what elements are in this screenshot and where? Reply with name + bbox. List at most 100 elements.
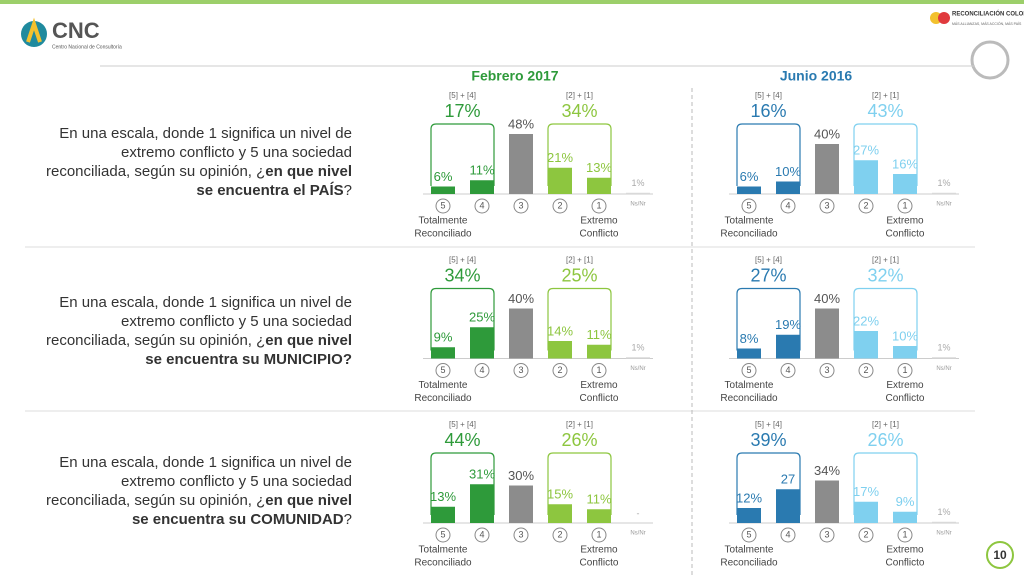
- group-value: 26%: [867, 430, 903, 450]
- group-label: [2] + [1]: [566, 256, 593, 265]
- category-marker: [819, 198, 835, 214]
- caption: Totalmente: [725, 380, 774, 391]
- category-marker: [591, 363, 607, 378]
- group-label: [5] + [4]: [449, 420, 476, 429]
- group-value: 26%: [561, 430, 597, 450]
- period-header: Febrero 2017: [471, 68, 558, 84]
- bar: [854, 501, 878, 523]
- value-label: 34%: [814, 463, 840, 478]
- category-label: 2: [863, 365, 868, 375]
- category-marker: [741, 363, 757, 378]
- group-value: 39%: [750, 430, 786, 450]
- category-marker: [819, 363, 835, 378]
- bar: [470, 180, 494, 194]
- bar: [470, 327, 494, 359]
- value-label: 15%: [547, 487, 573, 502]
- bar: [431, 347, 455, 359]
- category-marker: [819, 527, 835, 543]
- value-label: 11%: [586, 492, 611, 507]
- value-label: 17%: [853, 484, 879, 499]
- caption: Reconciliado: [414, 229, 472, 240]
- value-label: 1%: [937, 507, 950, 517]
- bar: [548, 167, 572, 194]
- value-label: 21%: [547, 150, 573, 165]
- value-label: 1%: [631, 178, 644, 188]
- bar: [587, 509, 611, 523]
- category-label: 4: [785, 365, 790, 375]
- bar: [737, 348, 761, 359]
- partner-badge: [970, 40, 1010, 80]
- caption: Extremo: [580, 216, 618, 227]
- value-label: -: [637, 508, 640, 518]
- bar: [815, 480, 839, 523]
- caption: Extremo: [580, 380, 618, 391]
- group-value: 25%: [561, 265, 597, 285]
- group-label: [2] + [1]: [566, 420, 593, 429]
- bar: [932, 192, 956, 194]
- group-value: 16%: [750, 101, 786, 121]
- bar: [509, 134, 533, 194]
- group-bracket: [547, 287, 612, 351]
- question-text: en que nivel se encuentra su COMUNIDAD: [131, 492, 352, 528]
- group-bracket: [430, 123, 495, 186]
- category-marker: [552, 527, 568, 543]
- group-bracket: [430, 452, 495, 515]
- bar: [431, 506, 455, 523]
- value-label: 1%: [937, 343, 950, 353]
- value-label: 6%: [740, 169, 759, 184]
- bar: [893, 511, 917, 523]
- group-bracket: [736, 287, 801, 351]
- caption: Extremo: [886, 216, 924, 227]
- group-bracket: [547, 452, 612, 515]
- caption: Conflicto: [580, 558, 619, 569]
- bar: [737, 508, 761, 523]
- caption: Reconciliado: [720, 393, 778, 404]
- bar: [509, 308, 533, 359]
- category-marker: [552, 363, 568, 378]
- category-marker: [513, 198, 529, 214]
- group-label: [5] + [4]: [755, 256, 782, 265]
- bar: [815, 308, 839, 359]
- value-label: 11%: [469, 163, 494, 178]
- value-label: 10%: [775, 164, 801, 179]
- logo-subtitle: Centro Nacional de Consultoría: [52, 44, 122, 50]
- value-label: 25%: [469, 310, 495, 325]
- caption: Conflicto: [886, 393, 925, 404]
- category-marker: [591, 198, 607, 214]
- category-label: 3: [518, 200, 523, 210]
- bar: [815, 144, 839, 194]
- category-label: 4: [479, 529, 484, 539]
- category-label: 2: [863, 529, 868, 539]
- question-text: en que nivel se encuentra el PAÍS: [196, 163, 352, 199]
- value-label: 16%: [892, 156, 918, 171]
- category-label: 1: [596, 200, 601, 210]
- partner-icon: [938, 12, 950, 24]
- value-label: 9%: [896, 494, 915, 509]
- bar: [509, 485, 533, 523]
- group-bracket: [547, 123, 612, 186]
- category-label: Ns/Nr: [630, 366, 645, 372]
- bar: [626, 357, 650, 359]
- group-label: [2] + [1]: [872, 256, 899, 265]
- category-marker: [741, 527, 757, 543]
- bar: [893, 174, 917, 194]
- category-marker: [591, 527, 607, 543]
- partner-tagline: MÁS ALLIANZAS, MÁS ACCIÓN, MÁS PAÍS: [952, 21, 1022, 26]
- category-marker: [513, 363, 529, 378]
- value-label: 22%: [853, 313, 879, 328]
- group-value: 17%: [444, 101, 480, 121]
- value-label: 6%: [434, 169, 453, 184]
- caption: Reconciliado: [720, 558, 778, 569]
- bar: [854, 331, 878, 359]
- question-text: ?: [343, 182, 352, 199]
- category-marker: [858, 198, 874, 214]
- bar: [548, 341, 572, 359]
- category-marker: [435, 527, 451, 543]
- caption: Reconciliado: [720, 229, 778, 240]
- value-label: 48%: [508, 116, 534, 131]
- caption: Extremo: [580, 545, 618, 556]
- question-text: En una escala, donde 1 significa un nive…: [45, 454, 352, 509]
- group-label: [5] + [4]: [449, 256, 476, 265]
- group-label: [2] + [1]: [566, 91, 593, 100]
- value-label: 9%: [434, 330, 453, 345]
